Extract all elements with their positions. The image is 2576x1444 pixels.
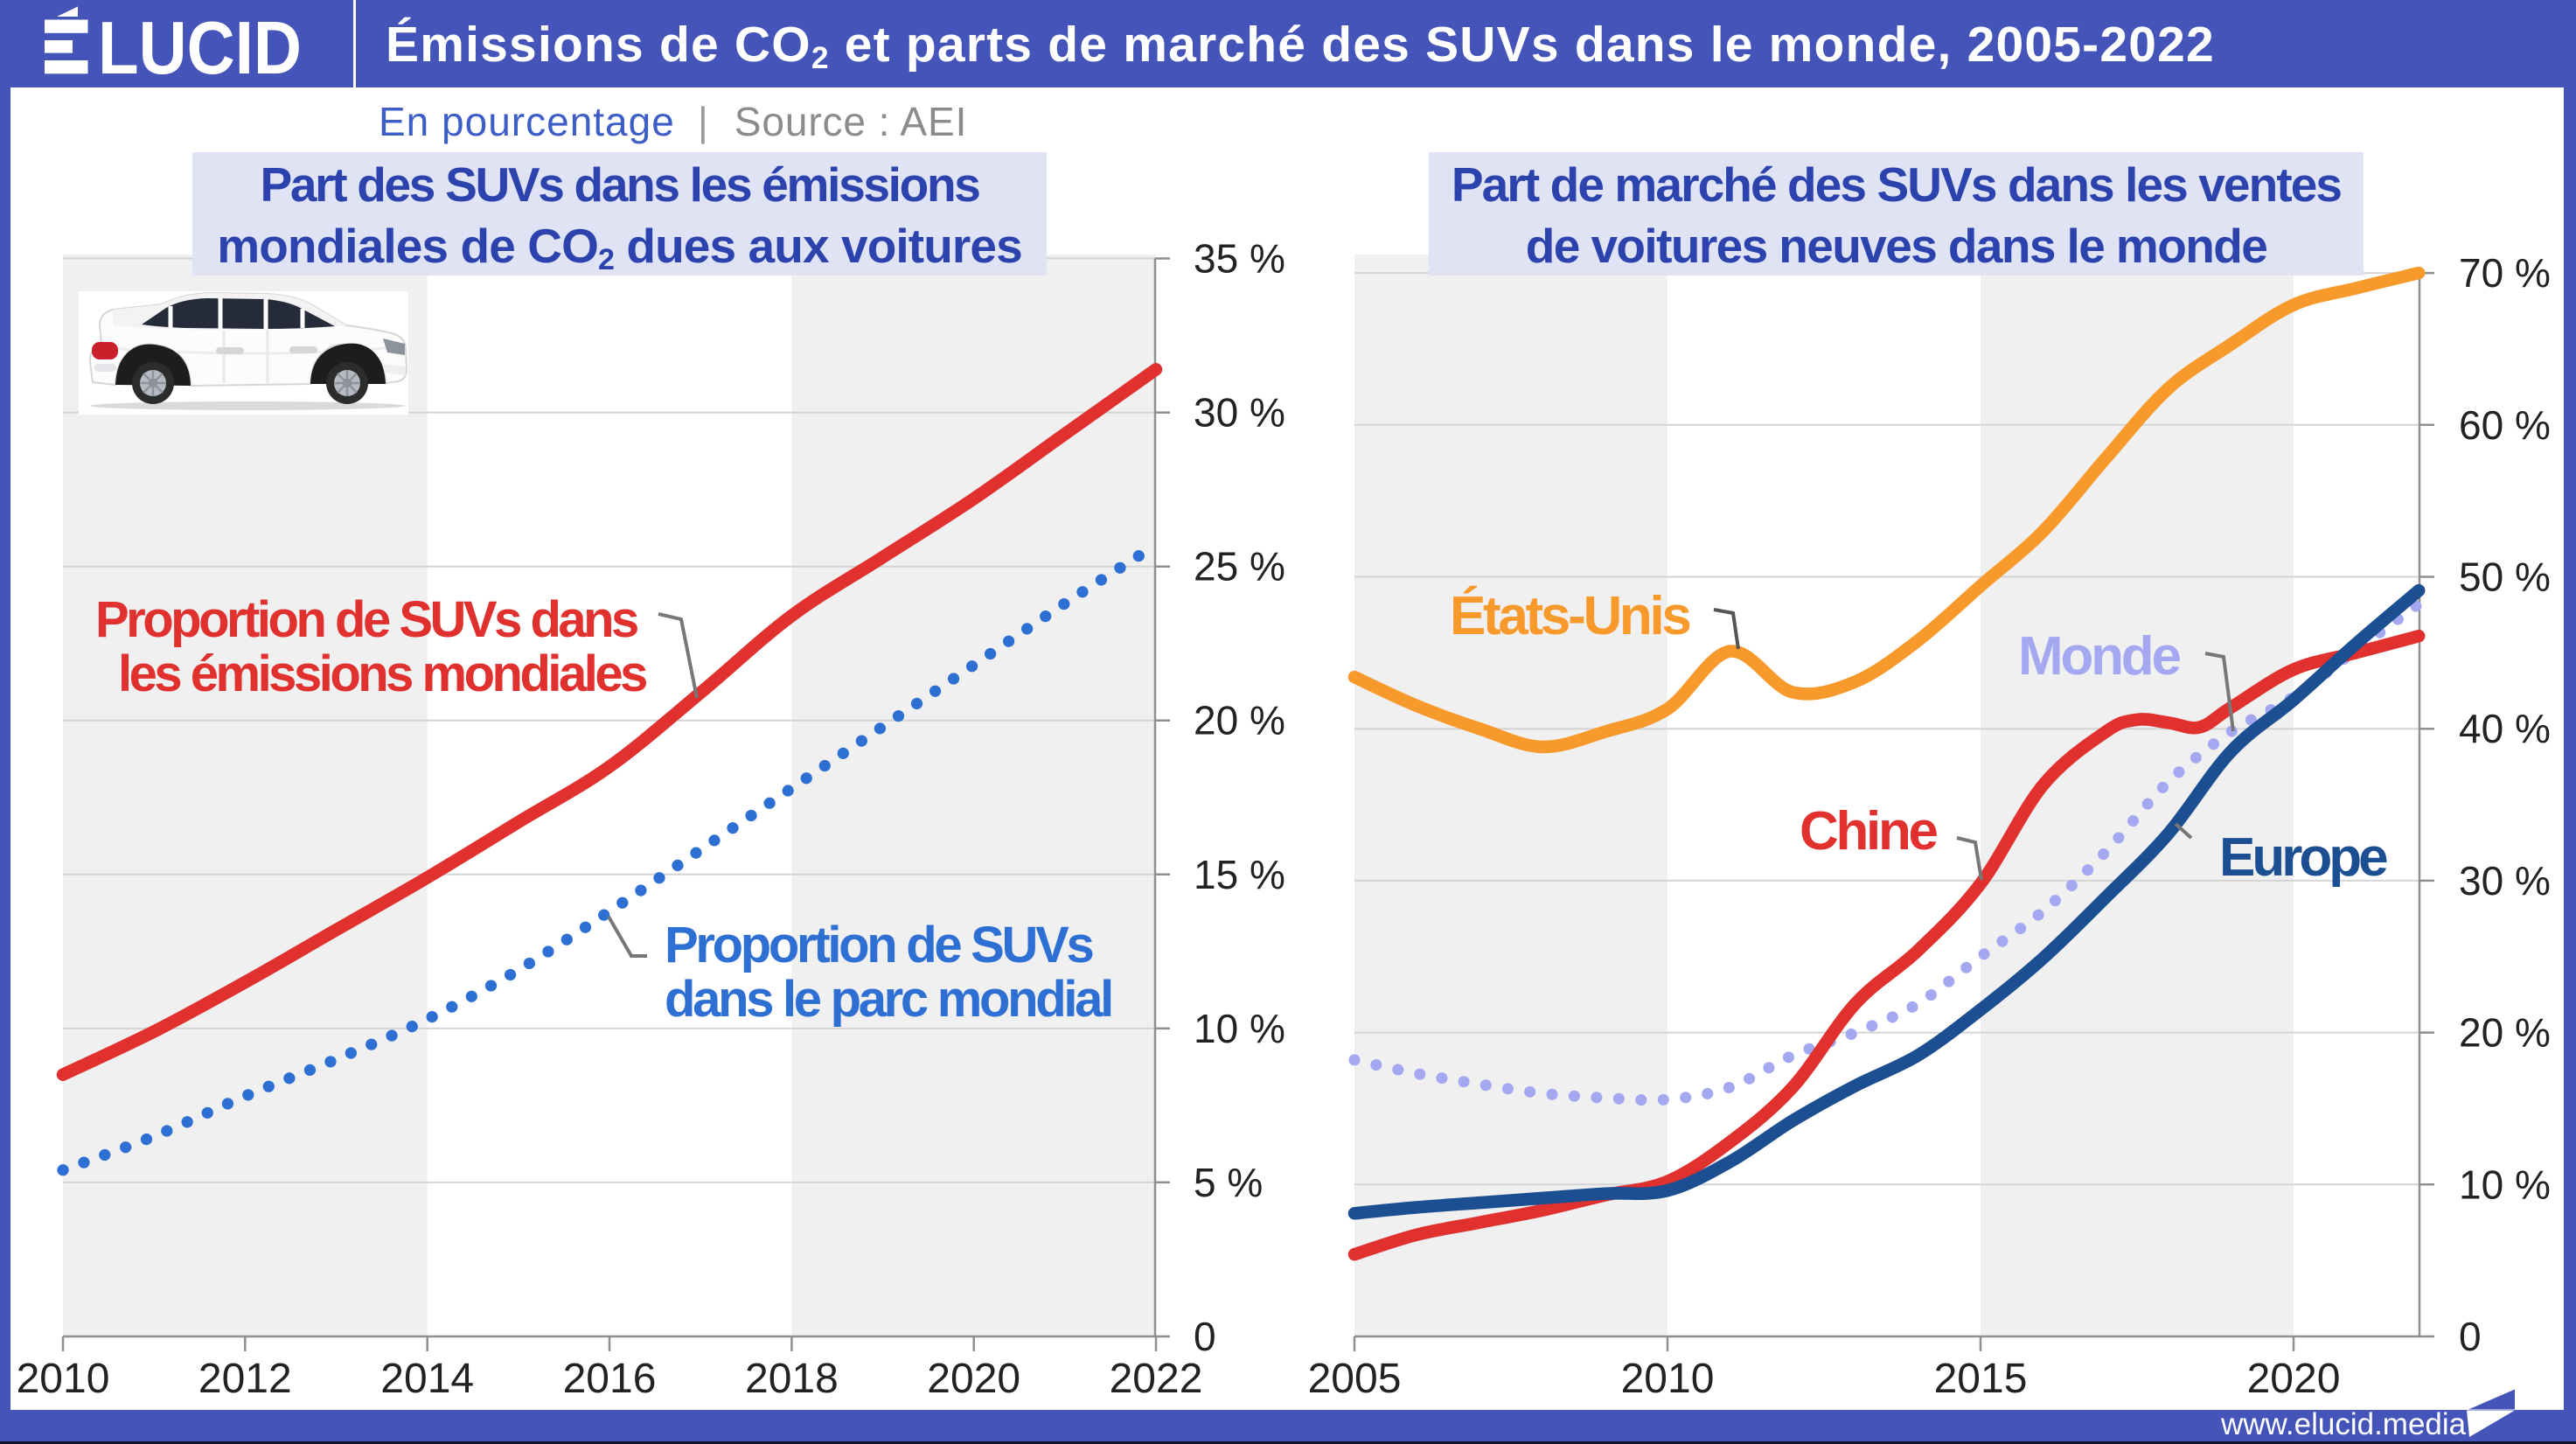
svg-text:2014: 2014 [380, 1356, 474, 1402]
svg-text:2020: 2020 [927, 1356, 1020, 1402]
svg-text:35 %: 35 % [1194, 236, 1285, 282]
svg-text:2022: 2022 [1110, 1356, 1203, 1402]
svg-text:2016: 2016 [563, 1356, 657, 1402]
svg-text:2020: 2020 [2247, 1356, 2341, 1402]
svg-text:0: 0 [1194, 1314, 1216, 1359]
svg-text:20 %: 20 % [2459, 1010, 2551, 1056]
svg-text:les émissions mondiales: les émissions mondiales [118, 645, 646, 702]
svg-text:Proportion de SUVs dans: Proportion de SUVs dans [95, 591, 637, 648]
svg-text:0: 0 [2459, 1314, 2482, 1359]
svg-text:2015: 2015 [1934, 1356, 2028, 1402]
svg-text:2018: 2018 [745, 1356, 839, 1402]
svg-text:20 %: 20 % [1194, 698, 1285, 743]
svg-text:2005: 2005 [1308, 1356, 1402, 1402]
svg-text:dans le parc mondial: dans le parc mondial [665, 971, 1111, 1028]
svg-text:États-Unis: États-Unis [1450, 586, 1689, 646]
svg-text:Chine: Chine [1800, 801, 1938, 862]
svg-text:Europe: Europe [2219, 827, 2387, 888]
svg-text:60 %: 60 % [2459, 402, 2551, 448]
svg-text:2010: 2010 [17, 1356, 110, 1402]
svg-text:5 %: 5 % [1194, 1160, 1263, 1205]
svg-text:10 %: 10 % [2459, 1161, 2551, 1207]
svg-text:2010: 2010 [1621, 1356, 1715, 1402]
svg-text:50 %: 50 % [2459, 555, 2551, 600]
svg-text:Proportion de SUVs: Proportion de SUVs [665, 917, 1092, 973]
svg-text:40 %: 40 % [2459, 706, 2551, 751]
svg-text:10 %: 10 % [1194, 1006, 1285, 1051]
svg-text:70 %: 70 % [2459, 250, 2551, 296]
svg-text:15 %: 15 % [1194, 852, 1285, 897]
svg-text:25 %: 25 % [1194, 544, 1285, 589]
svg-text:30 %: 30 % [1194, 390, 1285, 436]
svg-text:LUCID: LUCID [98, 7, 302, 87]
svg-text:30 %: 30 % [2459, 858, 2551, 903]
svg-text:2012: 2012 [198, 1356, 292, 1402]
svg-text:Monde: Monde [2018, 626, 2180, 687]
